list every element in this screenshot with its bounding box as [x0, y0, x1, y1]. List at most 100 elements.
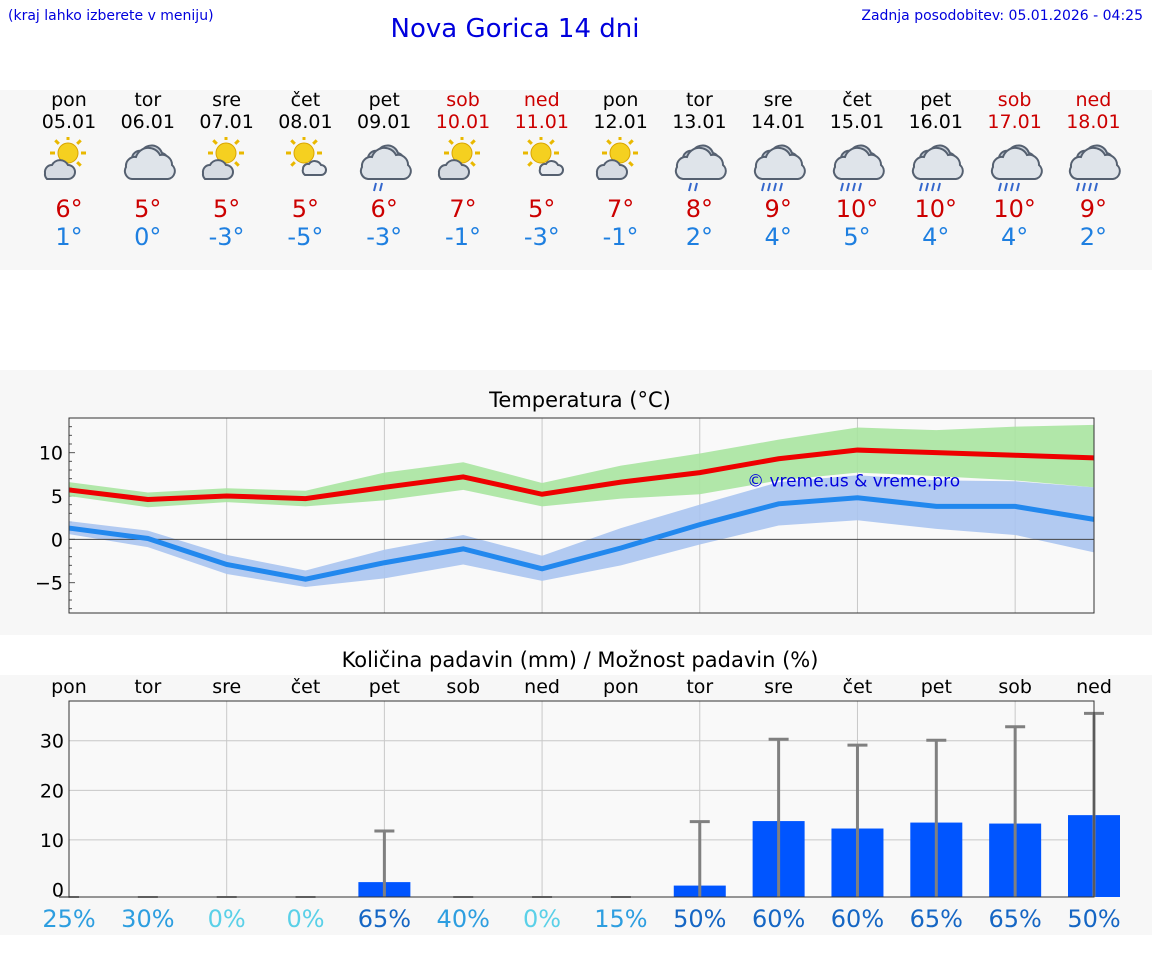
weather-icon-wrap [896, 133, 976, 195]
day-column: tor 13.01 8° 2° [659, 89, 739, 251]
day-date: 10.01 [435, 111, 491, 133]
precip-day-label: pon [51, 676, 87, 698]
precip-day-label: pon [603, 676, 639, 698]
rain-icon [754, 144, 806, 192]
sun-cloud-icon [437, 137, 480, 180]
weather-icon-wrap [581, 133, 661, 195]
min-temp: -5° [287, 223, 324, 251]
day-name: tor [134, 89, 162, 111]
min-temp: 2° [685, 223, 714, 251]
day-column: tor 06.01 5° 0° [108, 89, 188, 251]
page-title: Nova Gorica 14 dni [390, 14, 640, 44]
precip-probability-label: 60% [752, 905, 805, 933]
weather-icon-wrap [975, 133, 1055, 195]
day-name: čet [290, 89, 321, 111]
weather-icon-wrap [659, 133, 739, 195]
precip-probability-label: 65% [988, 905, 1041, 933]
rain-icon [832, 144, 885, 192]
location-hint[interactable]: (kraj lahko izberete v meniju) [8, 8, 214, 24]
precip-probability-label: 0% [208, 905, 246, 933]
min-temp: 0° [134, 223, 162, 251]
max-temp: 10° [835, 195, 879, 223]
day-date: 16.01 [908, 111, 963, 133]
max-temp-band [69, 424, 1094, 508]
day-date: 09.01 [356, 111, 412, 133]
day-name: ned [1075, 89, 1112, 111]
weather-icon-wrap [738, 133, 818, 195]
day-date: 15.01 [829, 111, 885, 133]
rain-icon [911, 144, 964, 192]
copyright-annotation: © vreme.us & vreme.pro [747, 471, 960, 491]
max-temp: 5° [291, 195, 320, 223]
sun-cloud-icon [595, 137, 638, 180]
precip-probability-label: 60% [831, 905, 884, 933]
max-temp: 6° [370, 195, 398, 223]
max-temp: 5° [134, 195, 162, 223]
day-column: sre 14.01 9° 4° [738, 89, 818, 251]
precip-day-label: pet [921, 676, 952, 698]
min-temp: 4° [922, 223, 950, 251]
sun-small-cloud-icon [522, 137, 564, 176]
max-temp: 7° [606, 195, 635, 223]
min-temp: 1° [55, 223, 83, 251]
min-temp-line [68, 495, 1095, 582]
precip-probability-label: 25% [42, 905, 95, 933]
day-name: čet [842, 89, 872, 111]
min-temp: 4° [764, 223, 792, 251]
precip-probability-label: 0% [286, 905, 324, 933]
min-temp: 4° [1000, 223, 1029, 251]
day-name: tor [685, 89, 713, 111]
day-date: 14.01 [750, 111, 806, 133]
day-date: 06.01 [120, 111, 175, 133]
precip-day-label: sre [764, 676, 793, 698]
day-column: ned 11.01 5° -3° [502, 89, 582, 251]
day-column: čet 08.01 5° -5° [265, 89, 345, 251]
day-column: pon 05.01 6° 1° [29, 89, 109, 251]
precip-y-tick-label: 10 [40, 830, 64, 852]
day-name: pon [602, 89, 639, 111]
max-temp: 5° [528, 195, 556, 223]
day-date: 08.01 [278, 111, 333, 133]
temp-plot-frame [68, 417, 1095, 614]
day-column: sre 07.01 5° -3° [187, 89, 267, 251]
precip-plot-frame [68, 700, 1095, 898]
min-temp: -3° [523, 223, 560, 251]
day-name: sob [446, 89, 480, 111]
day-name: pet [368, 89, 400, 111]
day-column: čet 15.01 10° 5° [817, 89, 897, 251]
day-column: sob 17.01 10° 4° [975, 89, 1055, 251]
precip-day-label: ned [1076, 676, 1112, 698]
rain-icon [1069, 144, 1122, 192]
max-temp: 9° [1079, 195, 1108, 223]
weather-icon-wrap [423, 133, 503, 195]
precip-probability-label: 30% [121, 905, 174, 933]
day-date: 17.01 [987, 111, 1042, 133]
day-column: pon 12.01 7° -1° [581, 89, 661, 251]
precip-probability-label: 65% [910, 905, 963, 933]
day-date: 05.01 [41, 111, 97, 133]
weather-icon-wrap [817, 133, 897, 195]
max-temp: 5° [212, 195, 241, 223]
day-name: sre [212, 89, 242, 111]
day-column: sob 10.01 7° -1° [423, 89, 503, 251]
max-temp: 8° [685, 195, 714, 223]
temp-y-tick-label: −5 [35, 573, 63, 595]
max-temp: 10° [914, 195, 958, 223]
day-name: pet [920, 89, 952, 111]
cloudy-icon [123, 144, 176, 180]
day-date: 11.01 [514, 111, 569, 133]
weather-icon-wrap [29, 133, 109, 195]
min-temp: -1° [602, 223, 639, 251]
precip-day-label: čet [291, 676, 321, 698]
temp-y-tick-label: 0 [51, 529, 63, 551]
day-name: ned [523, 89, 560, 111]
temperature-chart-title: Temperatura (°C) [489, 388, 671, 412]
daily-forecast-band [0, 90, 1152, 270]
min-temp: -1° [445, 223, 481, 251]
day-name: pon [51, 89, 87, 111]
weather-icon-wrap [502, 133, 582, 195]
sun-cloud-icon [201, 137, 244, 180]
min-temp-band [69, 475, 1094, 587]
precip-day-label: sob [998, 676, 1032, 698]
min-temp: -3° [208, 223, 245, 251]
